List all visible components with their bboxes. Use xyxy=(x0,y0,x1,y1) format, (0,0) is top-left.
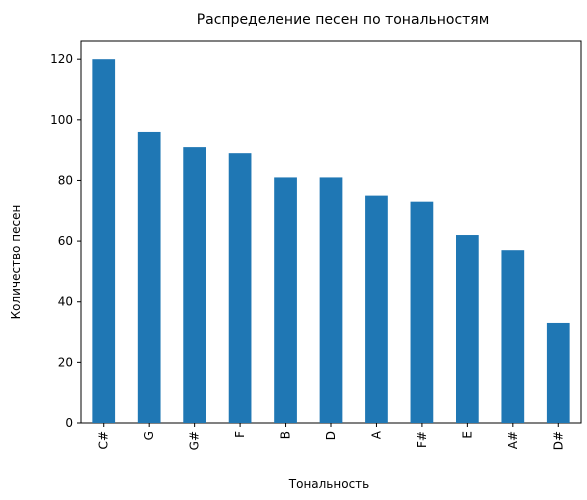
y-tick-label: 0 xyxy=(65,416,73,430)
y-tick-label: 60 xyxy=(58,234,73,248)
bar-G# xyxy=(183,147,206,423)
y-tick-label: 100 xyxy=(50,113,73,127)
y-tick-label: 80 xyxy=(58,173,73,187)
x-tick-label: E xyxy=(460,431,474,439)
bar-D xyxy=(319,177,343,423)
bar-F# xyxy=(410,201,434,423)
bar-E xyxy=(456,235,479,423)
x-tick-label: F xyxy=(233,431,247,438)
bar-F xyxy=(228,153,252,423)
bars xyxy=(92,59,570,423)
x-tick-label: B xyxy=(279,431,293,439)
bar-D# xyxy=(546,322,570,423)
bar-A xyxy=(365,195,388,423)
x-tick-label: C# xyxy=(97,431,111,449)
x-tick-label: A# xyxy=(506,431,520,449)
x-tick-label: G xyxy=(142,431,156,440)
x-tick-label: A xyxy=(369,430,383,439)
x-tick-label: G# xyxy=(188,431,202,450)
chart-title: Распределение песен по тональностям xyxy=(197,12,490,28)
x-axis: C# G G# F B D A F# E A# D# xyxy=(97,423,565,450)
bar-B xyxy=(274,177,297,423)
x-tick-label: D# xyxy=(551,431,565,450)
bar-G xyxy=(137,131,161,423)
bar-A# xyxy=(501,250,525,423)
x-tick-label: D xyxy=(324,431,338,440)
y-axis-label: Количество песен xyxy=(9,205,23,320)
x-axis-label: Тональность xyxy=(288,477,369,491)
y-tick-label: 40 xyxy=(58,295,73,309)
y-tick-label: 20 xyxy=(58,355,73,369)
y-axis: 0 20 40 60 80 100 120 xyxy=(50,52,81,430)
x-tick-label: F# xyxy=(415,431,429,448)
bar-C# xyxy=(92,59,116,423)
y-tick-label: 120 xyxy=(50,52,73,66)
